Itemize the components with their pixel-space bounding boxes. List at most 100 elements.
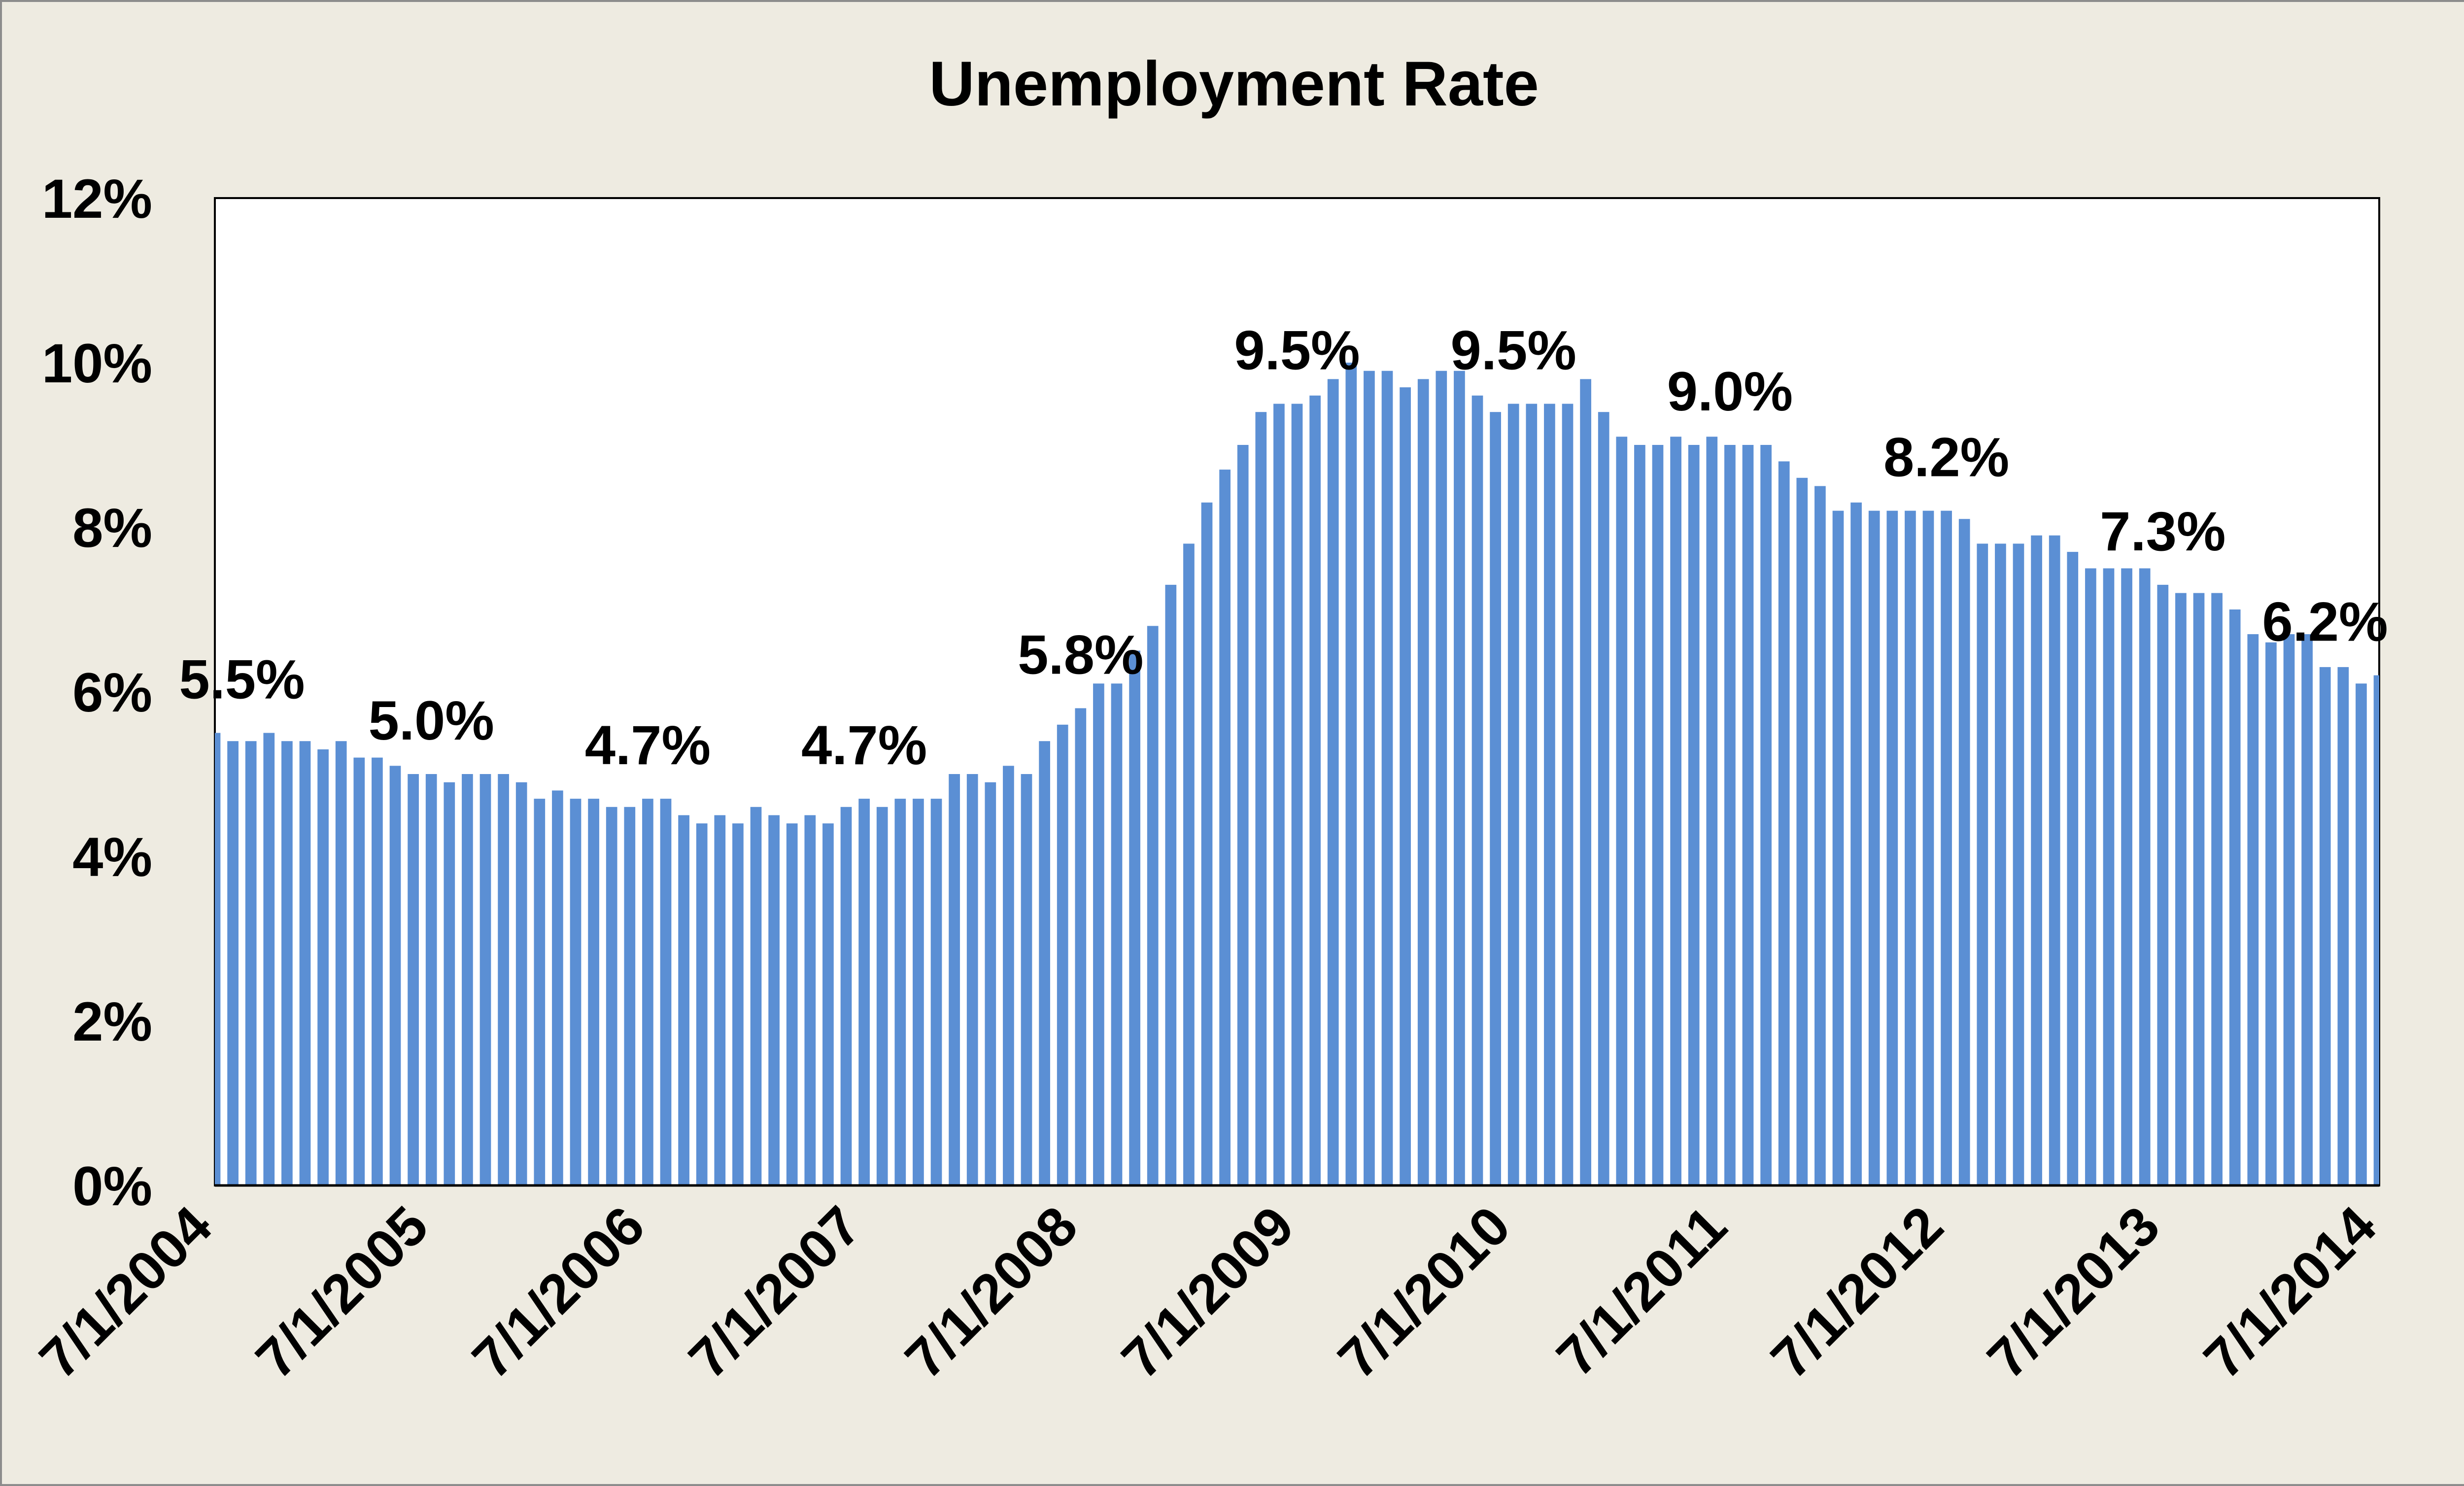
bar-7/1/2007 bbox=[858, 799, 870, 1185]
bar-5/1/2008 bbox=[1039, 741, 1050, 1185]
bar-9/1/2007 bbox=[894, 799, 906, 1185]
data-label: 5.8% bbox=[1018, 624, 1143, 685]
data-label: 5.0% bbox=[369, 690, 494, 751]
bar-9/1/2011 bbox=[1760, 445, 1772, 1185]
bar-9/1/2004 bbox=[245, 741, 257, 1185]
bar-3/1/2008 bbox=[1003, 766, 1014, 1185]
x-tick-label: 7/1/2007 bbox=[677, 1195, 873, 1390]
bar-10/1/2012 bbox=[1995, 543, 2006, 1185]
bar-11/1/2008 bbox=[1147, 626, 1159, 1185]
bar-12/1/2008 bbox=[1165, 584, 1177, 1185]
x-tick-label: 7/1/2014 bbox=[2192, 1195, 2388, 1390]
bar-8/1/2013 bbox=[2175, 593, 2187, 1185]
bar-5/1/2006 bbox=[606, 807, 617, 1185]
bar-3/1/2006 bbox=[570, 799, 582, 1185]
bar-2/1/2014 bbox=[2283, 634, 2295, 1185]
bar-7/1/2005 bbox=[425, 774, 437, 1185]
bar-1/1/2013 bbox=[2049, 535, 2060, 1185]
bar-3/1/2012 bbox=[1868, 510, 1880, 1185]
bar-12/1/2009 bbox=[1381, 371, 1393, 1186]
bar-7/1/2014 bbox=[2373, 675, 2379, 1185]
y-tick-label: 4% bbox=[72, 826, 152, 888]
bar-10/1/2010 bbox=[1562, 404, 1574, 1185]
data-label: 5.5% bbox=[179, 649, 305, 710]
bar-8/1/2007 bbox=[876, 807, 888, 1185]
bar-7/1/2012 bbox=[1941, 510, 1952, 1185]
bar-10/1/2008 bbox=[1129, 650, 1140, 1185]
x-tick-label: 7/1/2006 bbox=[461, 1195, 656, 1390]
bar-6/1/2012 bbox=[1922, 510, 1934, 1185]
bar-8/1/2005 bbox=[444, 782, 455, 1185]
bar-11/1/2007 bbox=[930, 799, 942, 1185]
bar-1/1/2009 bbox=[1183, 543, 1195, 1185]
bar-2/1/2012 bbox=[1850, 502, 1862, 1185]
x-tick-label: 7/1/2008 bbox=[893, 1195, 1089, 1390]
y-tick-label: 2% bbox=[72, 991, 152, 1052]
x-tick-label: 7/1/2012 bbox=[1759, 1195, 1955, 1390]
bar-9/1/2009 bbox=[1327, 379, 1339, 1185]
bar-9/1/2006 bbox=[678, 815, 689, 1185]
bar-12/1/2012 bbox=[2031, 535, 2042, 1185]
bar-12/1/2011 bbox=[1814, 486, 1826, 1185]
bar-4/1/2014 bbox=[2319, 667, 2331, 1185]
bar-9/1/2005 bbox=[462, 774, 473, 1185]
bar-2/1/2005 bbox=[335, 741, 347, 1185]
bar-8/1/2008 bbox=[1093, 683, 1104, 1185]
data-label: 8.2% bbox=[1883, 427, 2009, 488]
bar-12/1/2005 bbox=[515, 782, 527, 1185]
data-label: 6.2% bbox=[2262, 591, 2388, 653]
bar-4/1/2009 bbox=[1237, 445, 1249, 1185]
bar-6/1/2006 bbox=[624, 807, 636, 1185]
bar-1/1/2006 bbox=[534, 799, 546, 1185]
bar-12/1/2004 bbox=[299, 741, 311, 1185]
bar-2/1/2010 bbox=[1417, 379, 1429, 1185]
bar-1/1/2012 bbox=[1832, 510, 1844, 1185]
bar-8/1/2004 bbox=[227, 741, 239, 1185]
bar-7/1/2010 bbox=[1507, 404, 1519, 1185]
bar-7/1/2006 bbox=[642, 799, 653, 1185]
bar-1/1/2008 bbox=[966, 774, 978, 1185]
bar-10/1/2013 bbox=[2211, 593, 2223, 1185]
bar-8/1/2006 bbox=[660, 799, 672, 1185]
bar-10/1/2006 bbox=[696, 823, 708, 1185]
bar-4/1/2005 bbox=[372, 757, 383, 1185]
bar-series bbox=[215, 363, 2379, 1186]
data-label: 4.7% bbox=[801, 714, 927, 776]
chart-title: Unemployment Rate bbox=[929, 49, 1539, 119]
bar-6/1/2009 bbox=[1273, 404, 1285, 1185]
bar-5/1/2011 bbox=[1688, 445, 1700, 1185]
bar-1/1/2011 bbox=[1616, 437, 1628, 1185]
bar-11/1/2004 bbox=[281, 741, 293, 1185]
bar-12/1/2010 bbox=[1598, 412, 1609, 1186]
bar-3/1/2007 bbox=[786, 823, 798, 1185]
data-label: 9.5% bbox=[1234, 320, 1360, 381]
bar-5/1/2010 bbox=[1472, 395, 1483, 1185]
bar-10/1/2004 bbox=[263, 733, 275, 1185]
bar-4/1/2006 bbox=[588, 799, 599, 1185]
bar-1/1/2014 bbox=[2265, 642, 2277, 1185]
bar-5/1/2007 bbox=[822, 823, 834, 1185]
bar-4/1/2013 bbox=[2103, 568, 2115, 1185]
bar-2/1/2007 bbox=[768, 815, 780, 1185]
y-tick-label: 6% bbox=[72, 662, 152, 723]
bar-4/1/2007 bbox=[804, 815, 816, 1185]
data-labels: 5.5% 5.0% 4.7% 4.7% 5.8% 9.5% 9.5% 9.0% 8.2% 7.3%… bbox=[179, 320, 2388, 777]
bar-4/1/2010 bbox=[1454, 371, 1465, 1186]
x-tick-label: 7/1/2004 bbox=[28, 1195, 223, 1390]
bar-11/1/2005 bbox=[498, 774, 509, 1185]
x-tick-label: 7/1/2013 bbox=[1976, 1195, 2171, 1390]
bar-9/1/2013 bbox=[2193, 593, 2205, 1185]
bar-5/1/2005 bbox=[389, 766, 401, 1185]
bar-3/1/2010 bbox=[1436, 371, 1447, 1186]
bar-1/1/2007 bbox=[750, 807, 762, 1185]
bar-10/1/2011 bbox=[1778, 461, 1790, 1185]
bar-2/1/2009 bbox=[1201, 502, 1213, 1185]
bar-9/1/2008 bbox=[1111, 683, 1123, 1185]
data-label: 9.5% bbox=[1451, 320, 1576, 381]
bar-5/1/2012 bbox=[1905, 510, 1916, 1185]
data-label: 7.3% bbox=[2100, 501, 2225, 562]
x-tick-label: 7/1/2009 bbox=[1110, 1195, 1305, 1390]
bar-6/1/2007 bbox=[840, 807, 852, 1185]
